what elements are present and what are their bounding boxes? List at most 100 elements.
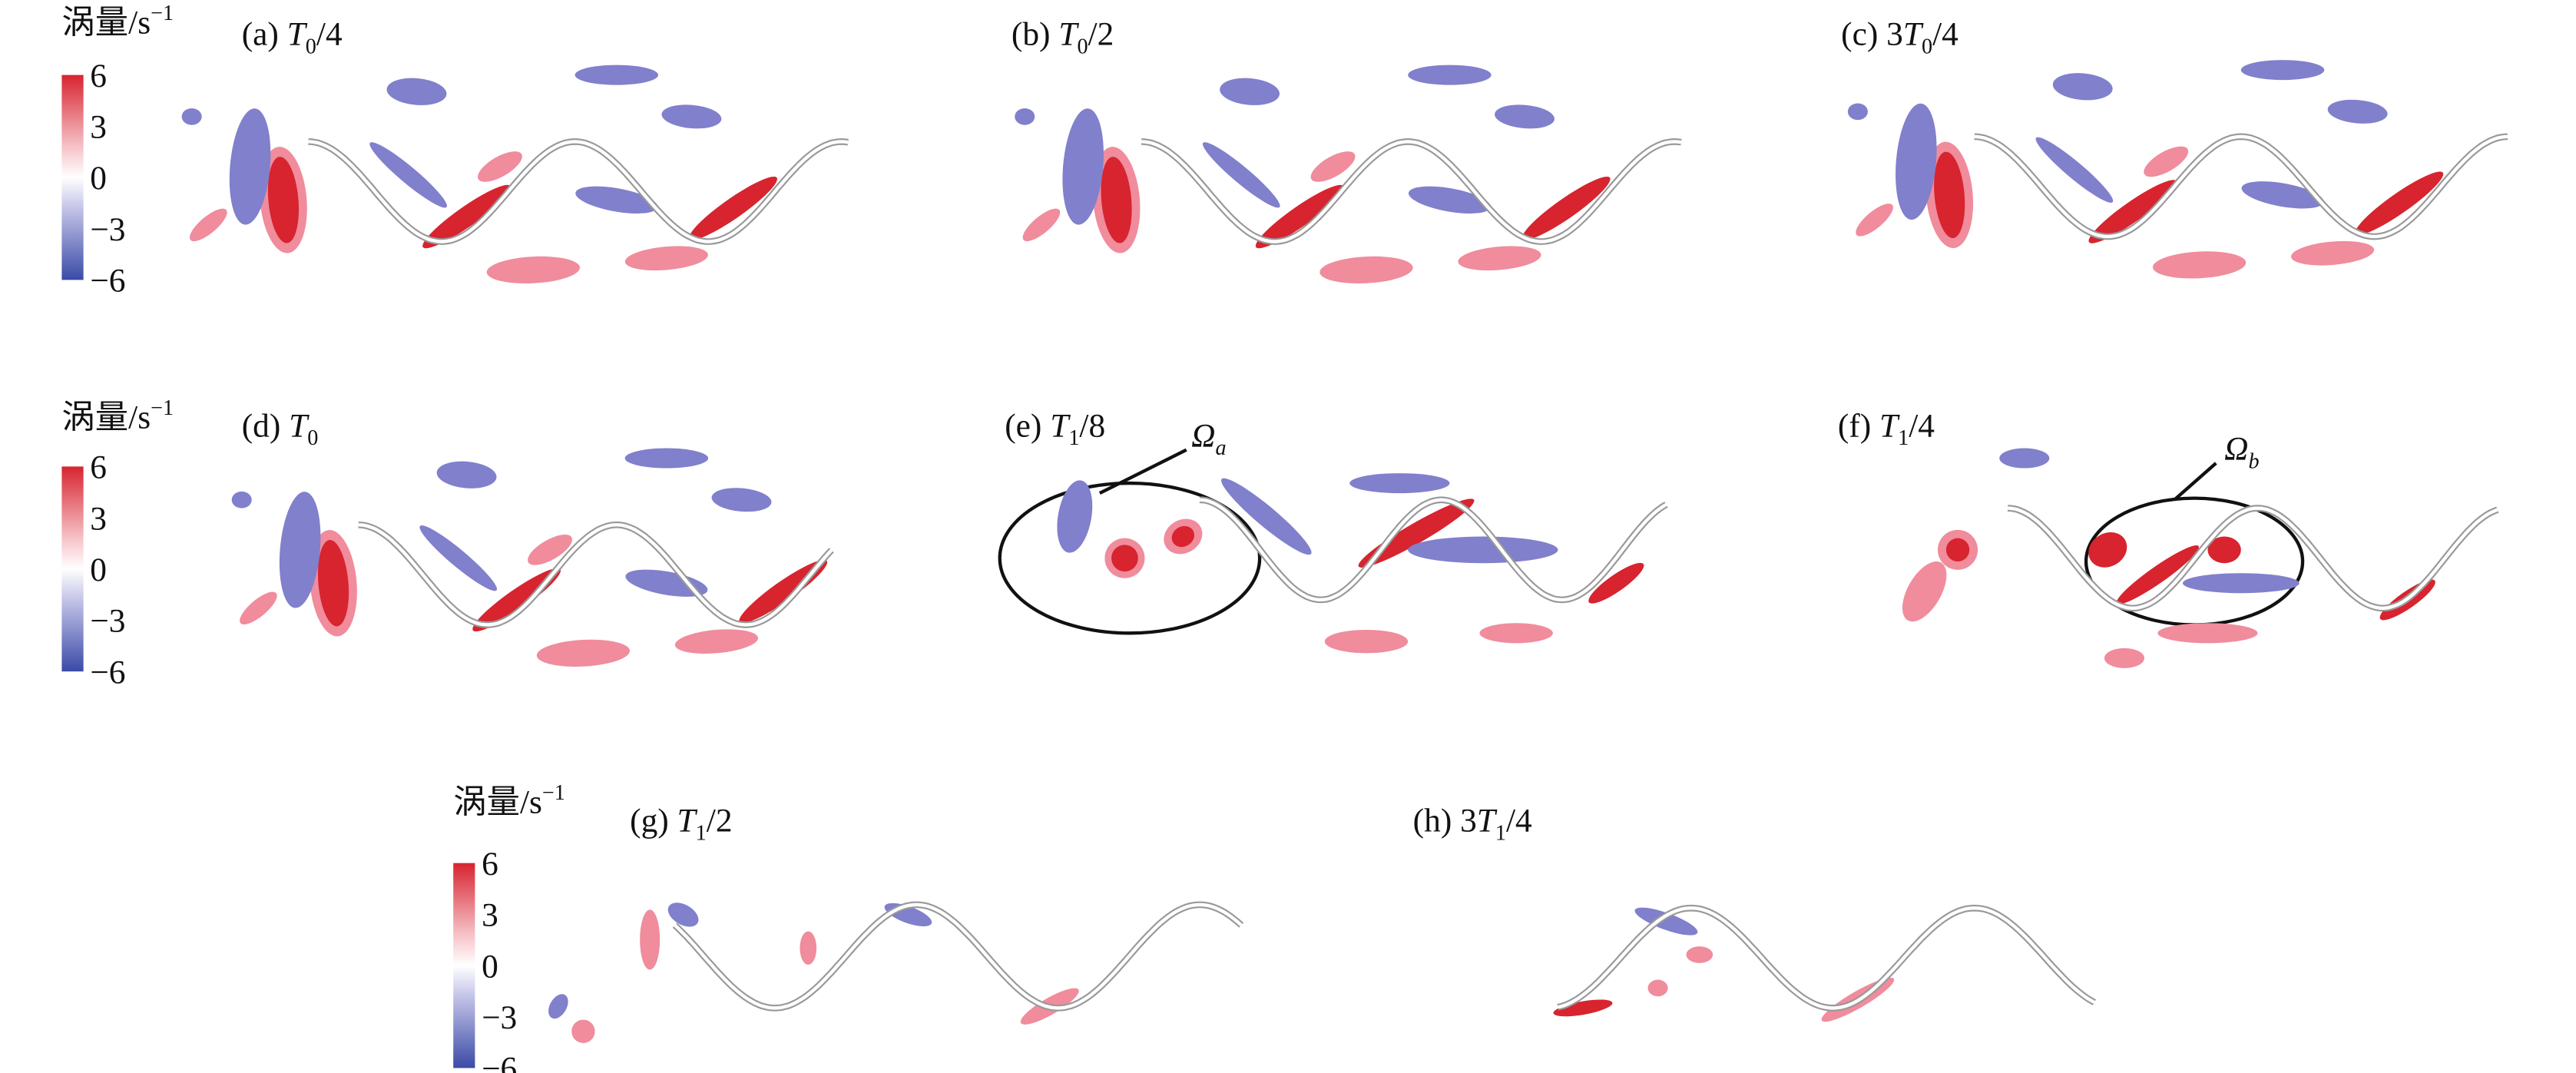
vortex-blob — [1408, 186, 1491, 214]
vortex-blob — [1310, 151, 1356, 182]
colorbar — [453, 863, 475, 1068]
vortex-blob — [1902, 561, 1947, 622]
colorbar-tick-label: 3 — [90, 109, 107, 146]
vortex-blob — [2291, 240, 2375, 266]
vortex-blob — [279, 492, 321, 608]
foil-body — [2008, 506, 2498, 610]
vortex-blob — [1553, 999, 1613, 1017]
panel-sub: 1 — [1495, 821, 1506, 845]
vortex-blob — [571, 1019, 595, 1043]
vortex-blob — [1458, 246, 1541, 271]
foil-body — [1974, 134, 2508, 239]
colorbar-tick-label: −3 — [90, 603, 125, 640]
foil-body — [358, 523, 833, 627]
vortex-blob — [548, 994, 568, 1019]
colorbar-title-text: 涡量/s — [453, 784, 542, 821]
colorbar-tick-label: −6 — [482, 1051, 517, 1073]
vortex-blob — [674, 629, 758, 654]
vortex-blob — [486, 256, 580, 284]
vortex-blob — [1686, 946, 1713, 963]
vortex-blob — [472, 568, 561, 632]
panel-label: (f) T1/4 — [1838, 407, 1935, 450]
vortex-blob — [2088, 532, 2127, 568]
panel-tag: (g) — [630, 802, 669, 839]
vortex-blob — [2241, 181, 2324, 209]
vortex-blob — [2152, 251, 2247, 279]
panel-coef: 3 — [1886, 16, 1903, 53]
vortex-blob — [2088, 180, 2177, 243]
annotation-sub: a — [1216, 436, 1227, 460]
panel-tail: /4 — [316, 16, 343, 53]
annotation-symbol: Ω — [2224, 431, 2248, 468]
foil-body — [1557, 906, 2095, 1010]
colorbar-title-sup: −1 — [542, 781, 565, 805]
vortex-blob — [1521, 176, 1611, 240]
vortex-blob — [1022, 208, 1061, 242]
panel-tag: (f) — [1838, 407, 1871, 444]
vortex-blob — [739, 559, 828, 624]
foil-body — [674, 902, 1243, 1010]
panel-coef: 3 — [1460, 802, 1477, 839]
vortex-blob — [1111, 545, 1138, 572]
vortex-blob — [1634, 907, 1698, 936]
colorbar — [61, 466, 84, 672]
panel-tail: /2 — [707, 802, 733, 839]
foil-outline — [1557, 904, 2097, 1012]
vortex-blob — [689, 176, 777, 240]
panel-tag: (c) — [1841, 16, 1878, 53]
colorbar — [61, 75, 84, 280]
vortex-blob — [1856, 204, 1893, 237]
panel-tail: /8 — [1079, 407, 1105, 444]
vortex-blob — [575, 186, 658, 214]
vortex-blob — [1934, 151, 1965, 239]
vortex-blob — [229, 108, 271, 225]
panel-sub: 0 — [1077, 35, 1088, 58]
colorbar-tick-label: −6 — [90, 263, 125, 300]
panel-label: (a) T0/4 — [242, 16, 343, 59]
vortex-blob — [1255, 184, 1344, 249]
vortex-blob — [1999, 448, 2050, 469]
panel-tail: /4 — [1909, 407, 1935, 444]
vortex-blob — [2240, 60, 2325, 81]
colorbar-title-text: 涡量/s — [61, 399, 151, 435]
panel-symbol: T — [289, 407, 310, 444]
vortex-blob — [1324, 629, 1409, 654]
panel-label: (b) T0/2 — [1012, 16, 1114, 59]
panel-tag: (b) — [1012, 16, 1051, 53]
vortex-blob — [1015, 108, 1035, 125]
vortex-blob — [1319, 256, 1413, 284]
vortex-blob — [1062, 108, 1104, 225]
vortex-blob — [2157, 623, 2258, 644]
vortex-blob — [1408, 65, 1492, 85]
panel-label: (d) T0 — [242, 407, 319, 450]
colorbar-title-text: 涡量/s — [61, 4, 151, 41]
annotation-label: Ωb — [2224, 431, 2259, 474]
vortex-blob — [1408, 536, 1558, 564]
vortex-blob — [1896, 103, 1937, 220]
colorbar-title-sup: −1 — [151, 396, 174, 420]
vortex-blob — [661, 104, 722, 129]
vortex-blob — [2144, 146, 2189, 177]
vortex-blob — [2116, 545, 2200, 604]
vortex-blob — [2052, 73, 2113, 101]
panel-label: (h) 3T1/4 — [1413, 802, 1532, 845]
vortex-blob — [624, 246, 708, 271]
vortex-blob — [640, 909, 661, 970]
vortex-blob — [624, 448, 709, 469]
vortex-blob — [419, 525, 498, 591]
panel-tag: (h) — [1413, 802, 1452, 839]
foil-body — [308, 140, 849, 243]
vortex-blob — [267, 157, 300, 243]
vortex-blob — [2327, 99, 2388, 124]
panel-symbol: T — [287, 16, 308, 53]
panel-tail: /4 — [1506, 802, 1532, 839]
vortex-blob — [1349, 473, 1450, 494]
foil-outline — [672, 901, 1244, 1012]
panel-tail: /4 — [1932, 16, 1958, 53]
vortex-blob — [1358, 498, 1475, 568]
vortex-blob — [2355, 171, 2444, 235]
panel-label: (g) T1/2 — [630, 802, 732, 845]
panel-label: (e) T1/8 — [1005, 407, 1105, 450]
panel-label: (c) 3T0/4 — [1841, 16, 1958, 59]
